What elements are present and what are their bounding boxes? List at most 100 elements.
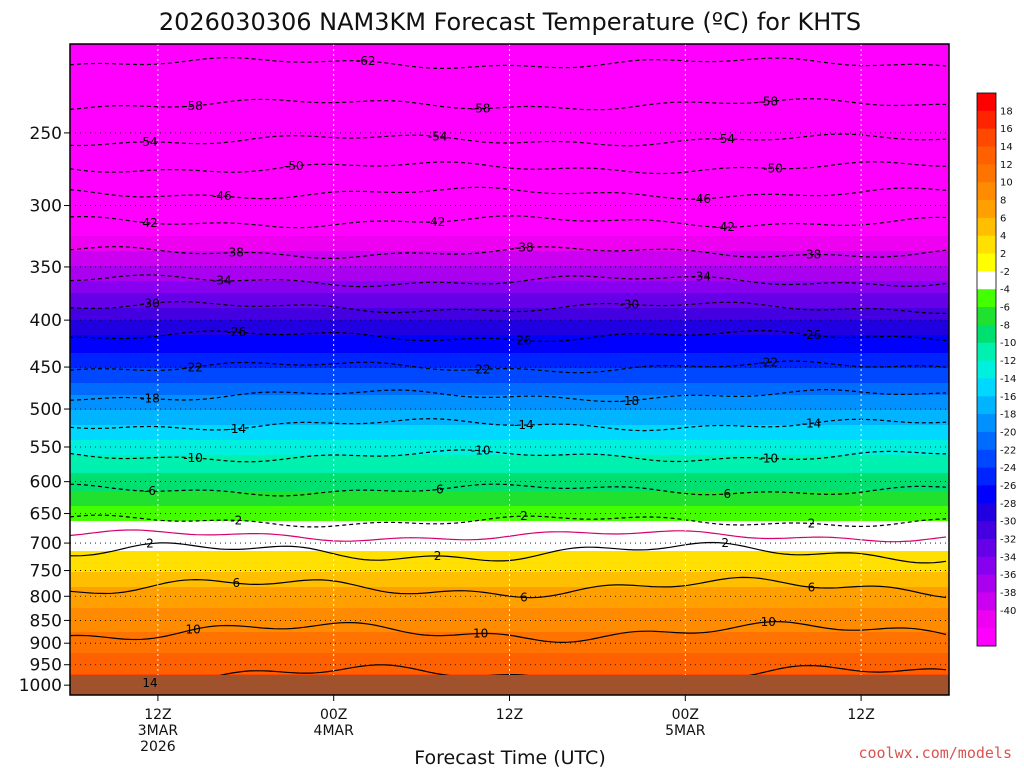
x-tick-label: 3MAR	[138, 723, 179, 739]
contour-line	[70, 449, 947, 463]
temperature-band	[70, 47, 949, 51]
x-tick-label: 2026	[140, 739, 176, 755]
temperature-band	[70, 467, 949, 471]
colorbar-label: -4	[1000, 285, 1010, 296]
temperature-band	[70, 602, 949, 606]
contour-label: 2	[434, 549, 442, 563]
temperature-band	[70, 497, 949, 501]
ground-surface	[70, 675, 949, 695]
temperature-band	[70, 80, 949, 84]
temperature-band	[70, 536, 949, 540]
temperature-band	[70, 635, 949, 639]
temperature-band	[70, 281, 949, 285]
temperature-band	[70, 650, 949, 654]
x-tick-label: 12Z	[847, 707, 874, 723]
colorbar-swatch	[977, 485, 996, 504]
y-tick-label: 900	[30, 634, 62, 654]
temperature-band	[70, 335, 949, 339]
temperature-band	[70, 596, 949, 600]
temperature-band	[70, 236, 949, 240]
temperature-band	[70, 626, 949, 630]
temperature-band	[70, 470, 949, 474]
temperature-band	[70, 620, 949, 624]
colorbar-swatch	[977, 396, 996, 415]
temperature-band	[70, 86, 949, 90]
contour-label: 10	[761, 615, 776, 629]
contour-label: -30	[140, 297, 160, 311]
temperature-band	[70, 230, 949, 234]
contour-label: -46	[212, 189, 232, 203]
temperature-band	[70, 215, 949, 219]
colorbar-swatch	[977, 289, 996, 308]
x-tick-label: 4MAR	[314, 723, 355, 739]
colorbar-label: -40	[1000, 606, 1016, 617]
x-tick-label: 00Z	[672, 707, 699, 723]
temperature-band	[70, 206, 949, 210]
colorbar-swatch	[977, 449, 996, 469]
temperature-band	[70, 170, 949, 174]
colorbar-label: -10	[1000, 338, 1016, 349]
colorbar-swatch	[977, 342, 996, 361]
contour-label: -50	[763, 161, 783, 175]
colorbar-swatch	[977, 128, 996, 147]
colorbar-label: 2	[1000, 249, 1006, 260]
temperature-band	[70, 260, 949, 264]
temperature-band	[70, 95, 949, 99]
temperature-band	[70, 296, 949, 300]
colorbar-label: 6	[1000, 213, 1006, 224]
colorbar-label: -8	[1000, 320, 1010, 331]
contour-label: -42	[715, 220, 735, 234]
temperature-band	[70, 656, 949, 660]
temperature-band	[70, 290, 949, 294]
colorbar-swatch	[977, 574, 996, 593]
colorbar-swatch	[977, 182, 996, 201]
temperature-band	[70, 365, 949, 369]
contour-label: -38	[802, 248, 822, 262]
temperature-band	[70, 332, 949, 336]
contour-label: -22	[471, 362, 491, 376]
temperature-band	[70, 77, 949, 81]
y-tick-label: 250	[30, 124, 62, 144]
temperature-band	[70, 161, 949, 165]
temperature-band	[70, 275, 949, 279]
contour-label: -58	[183, 99, 203, 113]
y-tick-label: 600	[30, 473, 62, 493]
y-tick-label: 450	[30, 358, 62, 378]
temperature-band	[70, 671, 949, 675]
temperature-band	[70, 581, 949, 585]
colorbar-swatch	[977, 146, 996, 165]
colorbar-swatch	[977, 217, 996, 237]
temperature-band	[70, 401, 949, 405]
colorbar-swatch	[977, 467, 996, 486]
temperature-band	[70, 350, 949, 354]
y-tick-label: 650	[30, 505, 62, 525]
temperature-band	[70, 545, 949, 549]
contour-line	[70, 329, 947, 342]
temperature-band	[70, 371, 949, 375]
temperature-band	[70, 551, 949, 555]
colorbar-swatch	[977, 628, 996, 647]
contour-label: -58	[758, 95, 778, 109]
contour-label: -6	[144, 484, 156, 498]
temperature-band	[70, 542, 949, 546]
temperature-band	[70, 302, 949, 306]
temperature-band	[70, 425, 949, 429]
contour-label: 2	[808, 517, 816, 531]
contour-line	[70, 57, 947, 69]
colorbar-label: -38	[1000, 588, 1016, 599]
contour-line	[70, 161, 947, 175]
temperature-band	[70, 485, 949, 489]
colorbar-swatch	[977, 592, 996, 611]
contour-label: 10	[473, 627, 488, 641]
colorbar-label: 4	[1000, 231, 1006, 242]
temperature-band	[70, 482, 949, 486]
colorbar-label: 16	[1000, 124, 1013, 135]
contour-label: -10	[183, 451, 203, 465]
temperature-band	[70, 632, 949, 636]
temperature-band	[70, 191, 949, 195]
temperature-band	[70, 431, 949, 435]
temperature-band	[70, 605, 949, 609]
temperature-band	[70, 422, 949, 426]
contour-line	[70, 576, 947, 599]
colorbar-label: 10	[1000, 178, 1013, 189]
